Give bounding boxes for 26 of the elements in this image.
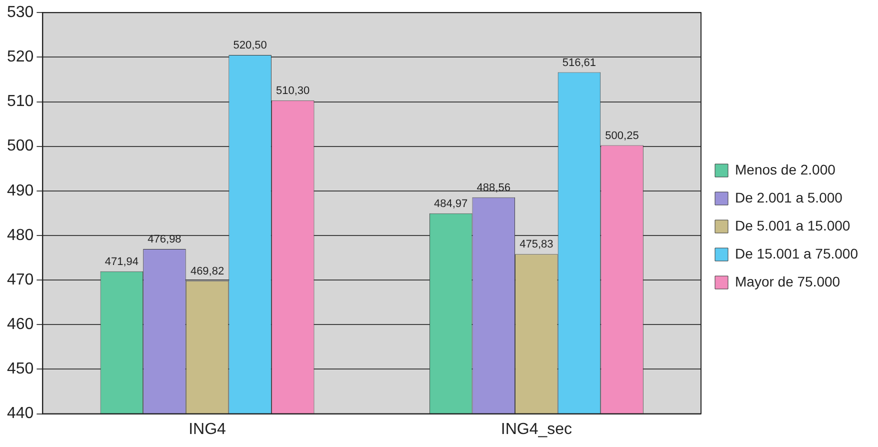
data-label: 475,83 bbox=[520, 238, 554, 251]
legend-label: Mayor de 75.000 bbox=[735, 273, 840, 290]
x-tick-label: ING4_sec bbox=[500, 420, 572, 438]
data-label: 500,25 bbox=[605, 130, 639, 142]
y-tick-label: 450 bbox=[6, 360, 34, 378]
data-label: 476,98 bbox=[148, 233, 182, 246]
y-tick-label: 440 bbox=[6, 405, 34, 422]
legend-label: De 15.001 a 75.000 bbox=[735, 245, 858, 262]
data-label: 516,61 bbox=[562, 56, 596, 69]
legend-label: Menos de 2.000 bbox=[735, 161, 836, 178]
y-tick-label: 530 bbox=[6, 4, 34, 22]
y-tick-label: 510 bbox=[6, 93, 34, 110]
y-tick-label: 520 bbox=[6, 48, 34, 66]
data-label: 510,30 bbox=[276, 84, 310, 97]
legend-label: De 5.001 a 15.000 bbox=[735, 217, 850, 234]
y-tick-label: 480 bbox=[6, 226, 34, 244]
data-label: 471,94 bbox=[104, 256, 139, 268]
data-label: 469,82 bbox=[190, 265, 224, 278]
y-tick-label: 470 bbox=[6, 271, 34, 288]
y-tick-label: 490 bbox=[6, 182, 34, 200]
legend-label: De 2.001 a 5.000 bbox=[735, 189, 843, 206]
y-tick-label: 500 bbox=[6, 138, 34, 155]
x-tick-label: ING4 bbox=[188, 420, 226, 438]
data-label: 484,97 bbox=[434, 198, 468, 210]
y-tick-label: 460 bbox=[6, 316, 34, 334]
data-label: 520,50 bbox=[233, 39, 267, 52]
